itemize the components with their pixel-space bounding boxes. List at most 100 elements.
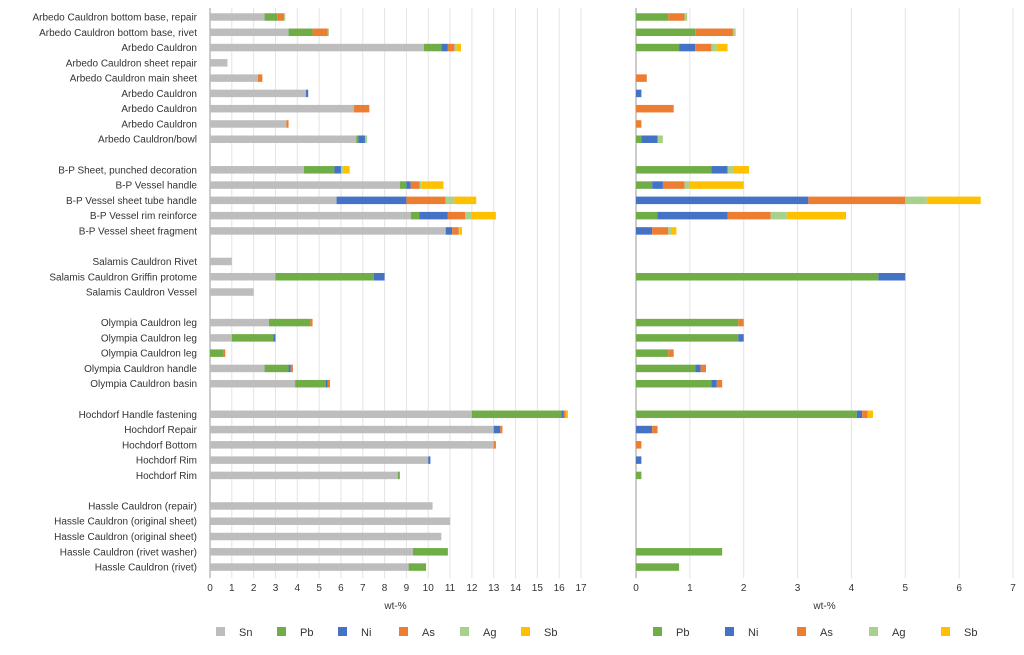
category-label: Salamis Cauldron Vessel: [86, 288, 197, 299]
left-bar-pb: [231, 334, 274, 342]
right-bar-pb: [636, 349, 669, 357]
left-bar-sb: [456, 43, 461, 52]
left-bar-sn: [210, 410, 472, 419]
left-x-tick-label: 12: [466, 583, 478, 594]
category-label: B-P Vessel sheet tube handle: [66, 196, 197, 207]
left-x-axis-label: wt-%: [383, 601, 406, 612]
left-bar-ni: [334, 166, 341, 174]
category-label: Hochdorf Repair: [124, 425, 197, 436]
left-bar-pb: [303, 166, 335, 174]
right-bar-as: [636, 120, 642, 128]
right-bar-sb: [926, 196, 981, 205]
category-label: Arbedo Cauldron sheet repair: [66, 58, 198, 69]
right-bar-sb: [671, 227, 677, 235]
left-bar-ni: [445, 227, 453, 235]
category-label: Arbedo Cauldron bottom base, repair: [32, 13, 197, 24]
left-bar-ag: [284, 13, 286, 21]
right-x-tick-label: 3: [795, 583, 801, 594]
right-legend-label-ni: Ni: [748, 627, 758, 639]
right-bar-ni: [679, 43, 696, 52]
right-bar-as: [808, 196, 906, 205]
right-bar-sb: [867, 410, 873, 419]
left-bar-pb: [264, 364, 289, 373]
right-bar-ag: [905, 196, 927, 205]
category-label: Arbedo Cauldron: [121, 43, 197, 54]
category-label: Hassle Cauldron (original sheet): [54, 517, 197, 528]
left-bar-sn: [210, 211, 411, 220]
right-bar-sb: [716, 43, 728, 52]
left-legend-swatch-as: [399, 627, 408, 636]
left-x-tick-label: 2: [251, 583, 257, 594]
left-x-tick-label: 14: [510, 583, 522, 594]
right-bar-as: [727, 211, 771, 220]
category-label: Arbedo Cauldron bottom base, rivet: [39, 28, 197, 39]
left-bar-ag: [465, 211, 472, 220]
right-bar-ni: [636, 456, 642, 464]
left-bar-sn: [210, 532, 442, 541]
left-bar-sn: [210, 59, 228, 67]
category-label: Arbedo Cauldron/bowl: [98, 135, 197, 146]
right-bar-ni: [636, 196, 809, 205]
right-bar-pb: [636, 181, 653, 189]
left-x-tick-label: 5: [316, 583, 322, 594]
left-legend-swatch-pb: [277, 627, 286, 636]
left-bar-sn: [210, 273, 276, 281]
right-legend-swatch-sb: [941, 627, 950, 636]
right-bar-pb: [636, 364, 696, 373]
left-bar-sn: [210, 379, 296, 388]
right-bar-pb: [636, 13, 669, 21]
right-legend-label-ag: Ag: [892, 627, 905, 639]
right-bar-as: [636, 74, 647, 82]
right-x-tick-label: 5: [903, 583, 909, 594]
right-bar-ag: [711, 43, 717, 52]
left-bar-sn: [210, 456, 429, 464]
right-bar-pb: [636, 471, 642, 480]
right-bar-ni: [636, 89, 642, 98]
right-bar-as: [652, 227, 669, 235]
left-bar-pb: [356, 135, 359, 143]
right-bar-sb: [786, 211, 847, 220]
left-bar-as: [354, 104, 370, 113]
left-bar-sn: [210, 471, 398, 480]
left-legend-swatch-ag: [460, 627, 469, 636]
left-x-tick-label: 9: [404, 583, 410, 594]
right-x-tick-label: 2: [741, 583, 747, 594]
left-bar-sn: [210, 517, 451, 525]
left-bar-pb: [264, 13, 278, 21]
right-chart-panel: 0 1 2 3 4 5 6 7 wt-% Pb Ni As Ag Sb: [633, 8, 1016, 639]
right-bar-pb: [636, 563, 680, 571]
left-legend-label-ag: Ag: [483, 627, 496, 639]
left-bar-ag: [419, 181, 422, 189]
right-bar-ni: [711, 379, 717, 388]
left-bar-sn: [210, 196, 337, 205]
right-legend-label-sb: Sb: [964, 627, 977, 639]
right-bar-ni: [878, 273, 906, 281]
left-bar-ni: [419, 211, 448, 220]
left-bar-pb: [410, 211, 420, 220]
left-bar-pb: [397, 471, 400, 480]
left-bar-as: [452, 227, 459, 235]
right-bar-ni: [711, 166, 728, 174]
left-bar-sn: [210, 227, 446, 235]
left-bar-sb: [454, 196, 477, 205]
right-bar-pb: [636, 28, 696, 37]
category-label: Hassle Cauldron (original sheet): [54, 532, 197, 543]
category-label: Hochdorf Rim: [136, 456, 197, 467]
right-bar-pb: [636, 43, 680, 52]
left-bar-as: [312, 28, 328, 37]
category-label: Hochdorf Handle fastening: [79, 410, 197, 421]
left-bar-sn: [210, 548, 413, 556]
category-label: Salamis Cauldron Griffin protome: [49, 272, 197, 283]
left-legend-label-as: As: [422, 627, 435, 639]
left-bar-sb: [343, 166, 350, 174]
category-label: B-P Sheet, punched decoration: [58, 165, 197, 176]
category-label: Arbedo Cauldron: [121, 89, 197, 100]
right-bar-as: [636, 104, 674, 113]
left-bar-as: [310, 318, 313, 327]
right-bar-pb: [636, 410, 857, 419]
right-bar-ag: [684, 181, 690, 189]
category-label: Hassle Cauldron (rivet): [95, 563, 197, 574]
category-label: B-P Vessel rim reinforce: [90, 211, 198, 222]
category-label: Hochdorf Rim: [136, 471, 197, 482]
left-bar-as: [327, 379, 331, 388]
